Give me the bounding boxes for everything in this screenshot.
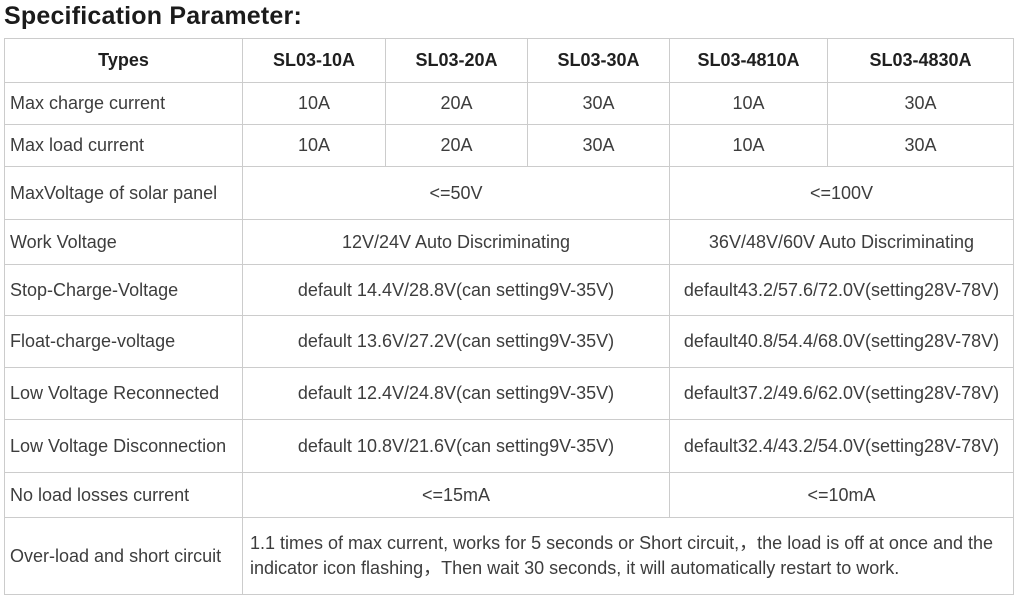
header-row: Types SL03-10A SL03-20A SL03-30A SL03-48… (4, 38, 1014, 83)
value-cell-12v24v-group: default 10.8V/21.6V(can setting9V-35V) (242, 419, 670, 473)
value-cell: 10A (669, 124, 828, 167)
value-cell: 30A (827, 82, 1014, 125)
value-cell-12v24v-group: default 13.6V/27.2V(can setting9V-35V) (242, 315, 670, 368)
header-cell-sl03-30a: SL03-30A (527, 38, 670, 83)
value-cell-48v-group: default40.8/54.4/68.0V(setting28V-78V) (669, 315, 1014, 368)
table-row-work-voltage: Work Voltage 12V/24V Auto Discriminating… (4, 219, 1014, 265)
row-label: No load losses current (4, 472, 243, 518)
table-row-float-charge-voltage: Float-charge-voltage default 13.6V/27.2V… (4, 315, 1014, 368)
value-cell-48v-group: default32.4/43.2/54.0V(setting28V-78V) (669, 419, 1014, 473)
row-label: Max load current (4, 124, 243, 167)
value-cell: 10A (669, 82, 828, 125)
value-cell-48v-group: <=100V (669, 166, 1014, 220)
row-label: Work Voltage (4, 219, 243, 265)
table-row-no-load-losses-current: No load losses current <=15mA <=10mA (4, 472, 1014, 518)
row-label: Max charge current (4, 82, 243, 125)
row-label: Over-load and short circuit (4, 517, 243, 595)
table-row-max-charge-current: Max charge current 10A 20A 30A 10A 30A (4, 82, 1014, 125)
header-cell-sl03-10a: SL03-10A (242, 38, 386, 83)
value-cell-48v-group: default37.2/49.6/62.0V(setting28V-78V) (669, 367, 1014, 420)
value-cell: 30A (827, 124, 1014, 167)
header-cell-sl03-20a: SL03-20A (385, 38, 528, 83)
value-cell: 30A (527, 82, 670, 125)
value-cell: 30A (527, 124, 670, 167)
table-row-max-load-current: Max load current 10A 20A 30A 10A 30A (4, 124, 1014, 167)
value-cell-48v-group: <=10mA (669, 472, 1014, 518)
table-row-overload-short-circuit: Over-load and short circuit 1.1 times of… (4, 517, 1014, 595)
value-cell-12v24v-group: 12V/24V Auto Discriminating (242, 219, 670, 265)
value-cell-12v24v-group: default 14.4V/28.8V(can setting9V-35V) (242, 264, 670, 316)
row-label: MaxVoltage of solar panel (4, 166, 243, 220)
value-cell-12v24v-group: <=15mA (242, 472, 670, 518)
value-cell-12v24v-group: <=50V (242, 166, 670, 220)
row-label: Float-charge-voltage (4, 315, 243, 368)
value-cell: 20A (385, 124, 528, 167)
row-label: Stop-Charge-Voltage (4, 264, 243, 316)
table-row-low-voltage-reconnected: Low Voltage Reconnected default 12.4V/24… (4, 367, 1014, 420)
value-cell: 10A (242, 82, 386, 125)
specification-table: Types SL03-10A SL03-20A SL03-30A SL03-48… (4, 38, 1014, 595)
page-title: Specification Parameter: (4, 2, 302, 30)
header-cell-sl03-4810a: SL03-4810A (669, 38, 828, 83)
value-cell: 20A (385, 82, 528, 125)
row-label: Low Voltage Disconnection (4, 419, 243, 473)
value-cell-48v-group: default43.2/57.6/72.0V(setting28V-78V) (669, 264, 1014, 316)
table-row-low-voltage-disconnection: Low Voltage Disconnection default 10.8V/… (4, 419, 1014, 473)
header-cell-sl03-4830a: SL03-4830A (827, 38, 1014, 83)
header-cell-types: Types (4, 38, 243, 83)
value-cell: 10A (242, 124, 386, 167)
value-cell-48v-group: 36V/48V/60V Auto Discriminating (669, 219, 1014, 265)
table-row-max-voltage-solar-panel: MaxVoltage of solar panel <=50V <=100V (4, 166, 1014, 220)
table-row-stop-charge-voltage: Stop-Charge-Voltage default 14.4V/28.8V(… (4, 264, 1014, 316)
value-cell-12v24v-group: default 12.4V/24.8V(can setting9V-35V) (242, 367, 670, 420)
value-cell-full-width: 1.1 times of max current, works for 5 se… (242, 517, 1014, 595)
row-label: Low Voltage Reconnected (4, 367, 243, 420)
